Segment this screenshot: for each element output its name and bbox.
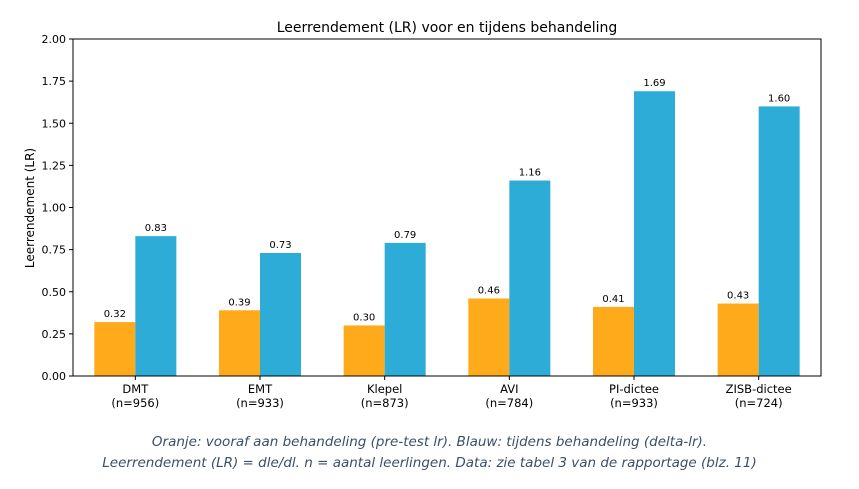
data-label: 1.69 [643,78,665,89]
chart-marks: 0.00 0.25 0.50 0.75 1.00 1.25 1.50 1.75 2.00 0.32… [42,33,800,410]
bar-pre-test [593,306,634,376]
y-tick-label: 1.75 [42,75,67,88]
y-tick-label: 1.50 [42,117,67,130]
x-tick-label: PI-dictee [609,382,659,396]
x-tick-label: EMT [248,382,273,396]
x-tick-sublabel: (n=933) [236,396,284,410]
y-tick-label: 1.00 [42,202,67,215]
bar-pre-test [219,310,260,376]
x-tick-label: AVI [500,382,518,396]
x-tick-sublabel: (n=724) [735,396,783,410]
data-label: 1.16 [519,168,541,179]
data-label: 1.60 [768,93,790,104]
bar-pre-test [468,298,510,376]
bar-delta [135,236,177,376]
x-tick-sublabel: (n=873) [361,396,409,410]
bar-delta [509,180,551,376]
data-label: 0.46 [478,285,500,296]
bar-pre-test [717,303,759,376]
bar-pre-test [94,322,136,376]
data-label: 0.30 [353,312,375,323]
y-tick-label: 0.25 [42,328,67,341]
y-tick-label: 0.75 [42,244,67,257]
bar-delta [758,106,800,377]
bar-delta [634,91,675,377]
x-tick-label: Klepel [367,382,402,396]
x-tick-label: ZISB-dictee [726,382,792,396]
chart-title: Leerrendement (LR) voor en tijdens behan… [277,20,618,36]
x-tick-sublabel: (n=956) [111,396,159,410]
x-tick-sublabel: (n=933) [610,396,658,410]
y-tick-label: 2.00 [42,33,67,46]
y-tick-label: 0.00 [42,370,67,383]
y-tick-label: 1.25 [42,159,67,172]
x-tick-sublabel: (n=784) [485,396,533,410]
caption-line-1: Oranje: vooraf aan behandeling (pre-test… [151,434,708,450]
data-label: 0.83 [145,223,167,234]
y-axis-label: Leerrendement (LR) [23,148,37,268]
bar-pre-test [343,325,385,376]
data-label: 0.73 [269,240,291,251]
data-label: 0.39 [228,297,250,308]
bar-delta [260,252,301,376]
x-tick-label: DMT [122,382,149,396]
bar-delta [384,242,426,376]
data-label: 0.79 [394,230,416,241]
caption-line-2: Leerrendement (LR) = dle/dl. n = aantal … [102,455,757,471]
data-label: 0.32 [104,309,126,320]
data-label: 0.41 [602,294,624,305]
plot-frame [72,38,822,377]
y-tick-label: 0.50 [42,286,67,299]
data-label: 0.43 [727,291,749,302]
bar-chart: Leerrendement (LR) voor en tijdens behan… [23,20,822,410]
